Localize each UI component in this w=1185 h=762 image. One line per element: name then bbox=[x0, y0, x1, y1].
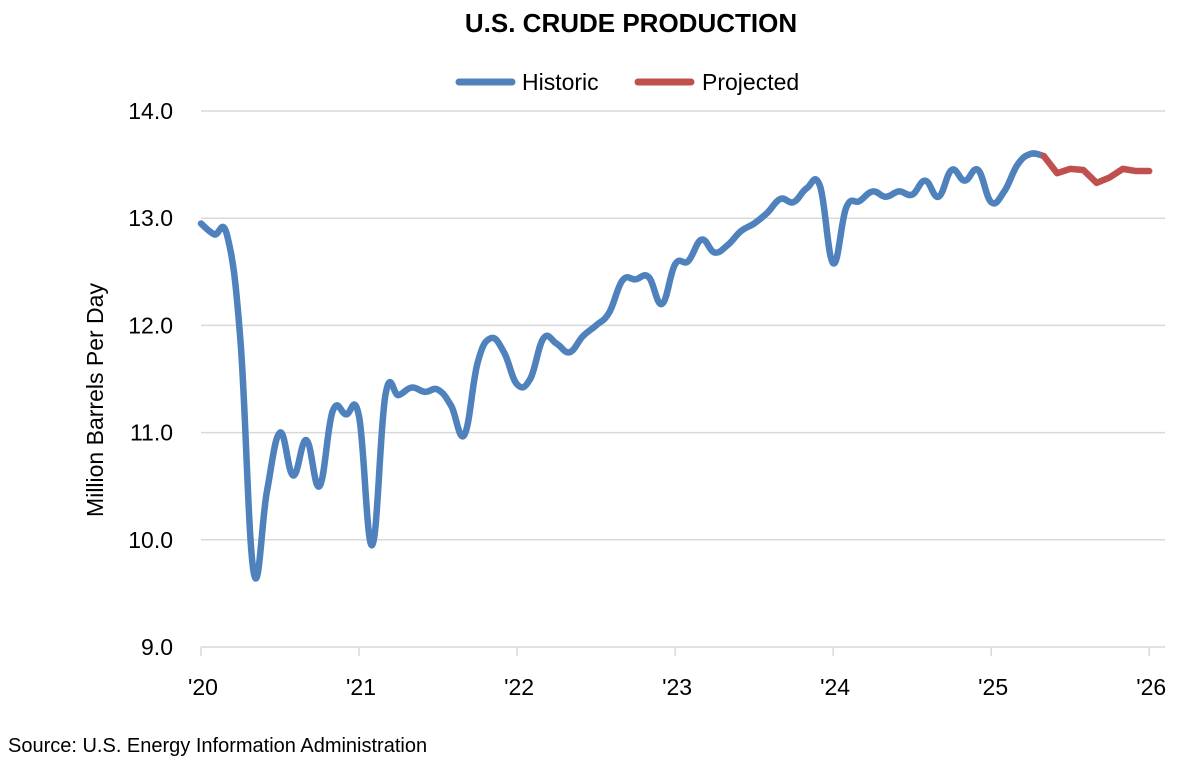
legend: Historic Projected bbox=[455, 69, 799, 95]
x-tick-label: '20 bbox=[188, 674, 218, 700]
series-line-projected bbox=[1040, 152, 1153, 187]
legend-label-projected: Projected bbox=[702, 69, 799, 95]
y-tick-label: 9.0 bbox=[141, 634, 173, 660]
x-tick-label: '26 bbox=[1136, 674, 1166, 700]
y-tick-label: 14.0 bbox=[128, 98, 173, 124]
x-tick-label: '24 bbox=[820, 674, 850, 700]
x-tick-label: '25 bbox=[978, 674, 1008, 700]
series-line-historic bbox=[197, 150, 1048, 582]
chart-title: U.S. CRUDE PRODUCTION bbox=[465, 8, 797, 38]
axes: 9.0 10.0 11.0 12.0 13.0 14.0 '20 '21 '22 '23 '24 '2… bbox=[128, 98, 1166, 700]
series bbox=[197, 150, 1153, 582]
x-tick-label: '23 bbox=[662, 674, 692, 700]
source-note: Source: U.S. Energy Information Administ… bbox=[8, 735, 427, 757]
x-tick-label: '21 bbox=[346, 674, 376, 700]
y-tick-label: 11.0 bbox=[130, 420, 173, 446]
legend-label-historic: Historic bbox=[522, 69, 599, 95]
y-tick-label: 12.0 bbox=[128, 312, 173, 338]
x-tick-label: '22 bbox=[504, 674, 534, 700]
y-axis-title: Million Barrels Per Day bbox=[82, 283, 108, 517]
gridlines bbox=[201, 110, 1165, 541]
y-tick-label: 13.0 bbox=[128, 205, 173, 231]
y-tick-label: 10.0 bbox=[128, 527, 173, 553]
